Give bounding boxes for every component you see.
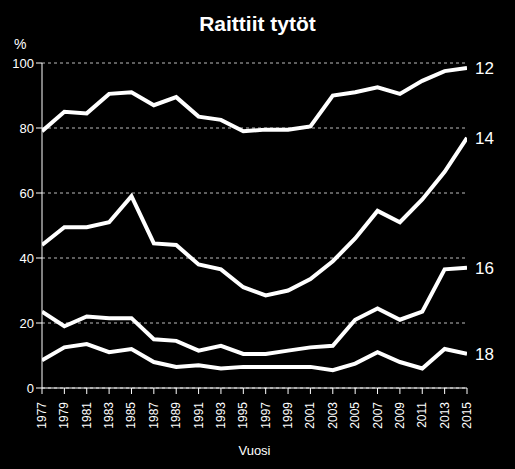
svg-text:1995: 1995 bbox=[236, 402, 250, 429]
svg-text:1993: 1993 bbox=[214, 402, 228, 429]
svg-text:1985: 1985 bbox=[124, 402, 138, 429]
svg-text:2013: 2013 bbox=[438, 402, 452, 429]
svg-text:14: 14 bbox=[475, 129, 494, 148]
svg-text:1997: 1997 bbox=[259, 402, 273, 429]
svg-text:1977: 1977 bbox=[35, 402, 49, 429]
svg-text:2007: 2007 bbox=[371, 402, 385, 429]
svg-text:2015: 2015 bbox=[460, 402, 474, 429]
svg-text:1991: 1991 bbox=[192, 402, 206, 429]
svg-text:100: 100 bbox=[12, 56, 34, 71]
svg-text:2009: 2009 bbox=[393, 402, 407, 429]
svg-text:Vuosi: Vuosi bbox=[238, 443, 270, 458]
svg-text:80: 80 bbox=[20, 121, 34, 136]
svg-text:1983: 1983 bbox=[102, 402, 116, 429]
svg-text:1999: 1999 bbox=[281, 402, 295, 429]
svg-text:20: 20 bbox=[20, 316, 34, 331]
svg-text:0: 0 bbox=[27, 381, 34, 396]
svg-text:18: 18 bbox=[475, 345, 494, 364]
svg-text:2001: 2001 bbox=[303, 402, 317, 429]
svg-text:1981: 1981 bbox=[80, 402, 94, 429]
svg-text:60: 60 bbox=[20, 186, 34, 201]
svg-text:12: 12 bbox=[475, 59, 494, 78]
svg-text:2005: 2005 bbox=[348, 402, 362, 429]
svg-text:1979: 1979 bbox=[57, 402, 71, 429]
html-text:Raittiit tytöt: Raittiit tytöt bbox=[199, 12, 316, 35]
svg-text:1987: 1987 bbox=[147, 402, 161, 429]
svg-text:16: 16 bbox=[475, 259, 494, 278]
svg-text:2003: 2003 bbox=[326, 402, 340, 429]
svg-text:40: 40 bbox=[20, 251, 34, 266]
svg-text:1989: 1989 bbox=[169, 402, 183, 429]
svg-text:2011: 2011 bbox=[415, 402, 429, 428]
